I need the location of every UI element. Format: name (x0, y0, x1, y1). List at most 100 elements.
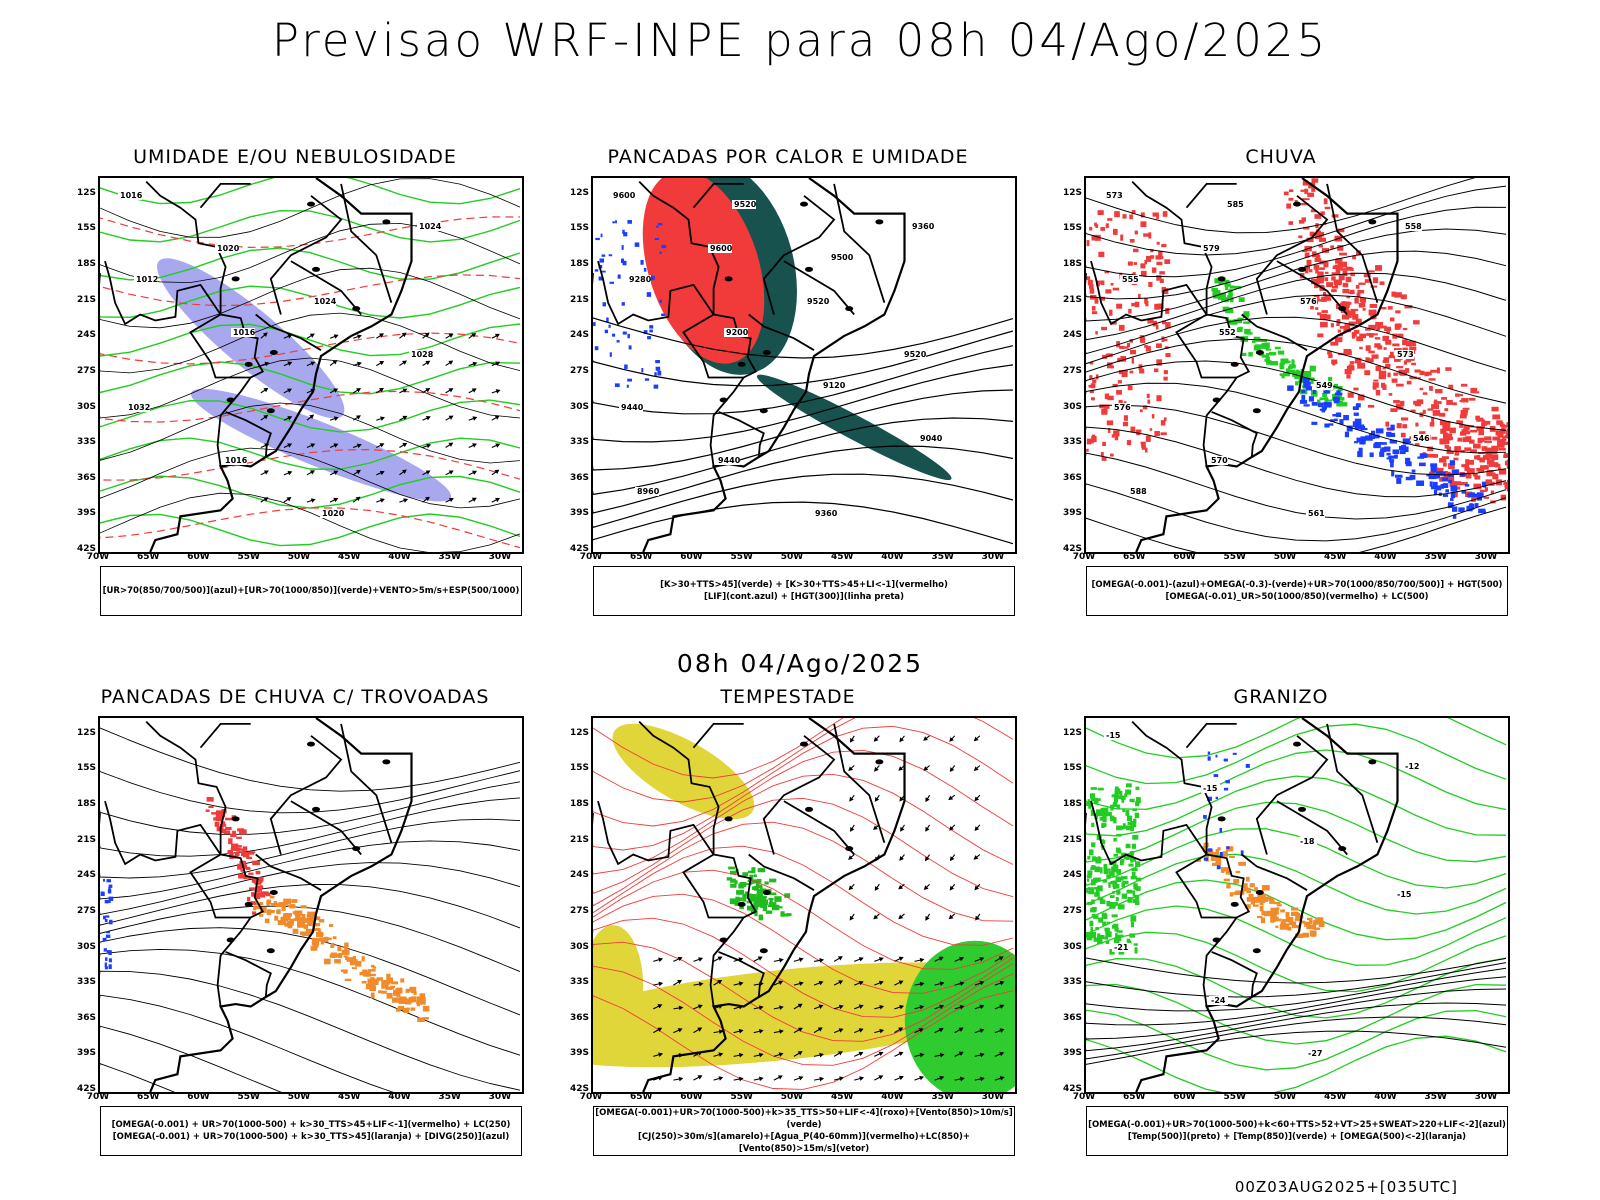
legend-line: [Temp(500)](preto) + [Temp(850)](verde) … (1127, 1132, 1467, 1142)
legend-line: [OMEGA(-0.001) + UR>70(1000-500) + k>30_… (112, 1132, 510, 1142)
map-borders (593, 718, 906, 1092)
map-frame: 1016 1020 1024 1028 1032 1016 1020 1024 1012 1016 (98, 176, 524, 554)
svg-text:-18: -18 (1300, 837, 1315, 846)
lon-label: 55W (237, 1092, 260, 1102)
lat-label: 27S (569, 905, 589, 916)
svg-text:570: 570 (1211, 456, 1228, 465)
lat-label: 18S (1062, 259, 1082, 270)
lon-label: 45W (1323, 552, 1347, 562)
lon-label: 30W (981, 1092, 1005, 1102)
lat-label: 12S (1062, 727, 1082, 738)
svg-text:-15: -15 (1203, 784, 1218, 793)
lon-label: 60W (1173, 552, 1196, 562)
contour-labels: 9600 9600 9520 9520 9440 9440 9360 9360 9280 9200… (611, 191, 943, 518)
svg-text:1032: 1032 (128, 403, 150, 412)
lon-label: 60W (680, 1092, 703, 1102)
lat-label: 39S (76, 508, 96, 519)
svg-text:588: 588 (1130, 487, 1147, 496)
map-tempestade (593, 718, 1015, 1092)
svg-text:579: 579 (1203, 244, 1220, 253)
lon-label: 65W (1123, 552, 1146, 562)
lat-label: 39S (569, 508, 589, 519)
panel-granizo: GRANIZO -15 -15 -18 -15 -21 -24 -27 -12 12S 15S 18S… (1046, 686, 1516, 1186)
lat-label: 42S (1062, 1084, 1082, 1094)
map-trovoadas (100, 718, 521, 1092)
svg-text:-15: -15 (1397, 890, 1412, 899)
svg-text:9600: 9600 (613, 191, 636, 200)
svg-text:9200: 9200 (726, 328, 749, 337)
lat-label: 21S (76, 294, 96, 305)
mid-title: 08h 04/Ago/2025 (676, 649, 924, 678)
map-frame: 9600 9600 9520 9520 9440 9440 9360 9360 9280 9200… (591, 176, 1017, 554)
svg-text:-21: -21 (1114, 943, 1129, 952)
streamlines-250 (100, 727, 521, 1092)
lat-label: 15S (1062, 223, 1082, 234)
lat-label: 24S (569, 330, 589, 341)
svg-text:585: 585 (1227, 200, 1244, 209)
svg-text:558: 558 (1405, 222, 1422, 231)
lat-label: 12S (76, 727, 96, 738)
lon-label: 50W (1273, 1092, 1297, 1102)
rain-red-west (1086, 210, 1171, 461)
lon-label: 45W (830, 1092, 854, 1102)
lat-label: 42S (76, 1084, 96, 1094)
humidity-band-blue (157, 258, 345, 419)
svg-text:1020: 1020 (322, 509, 345, 518)
panel-umidade: UMIDADE E/OU NEBULOSIDADE 1016 1020 1024 102… (60, 146, 530, 646)
lon-label: 40W (388, 1092, 411, 1102)
legend-line: [OMEGA(-0.001)-(azul)+OMEGA(-0.3)-(verde… (1091, 580, 1503, 590)
lon-label: 30W (981, 552, 1005, 562)
map-borders (593, 178, 906, 552)
legend-box: [OMEGA(-0.001)+UR>70(1000-500)+k<60+TTS>… (1086, 1106, 1508, 1156)
lon-label: 55W (1223, 552, 1246, 562)
map-frame (98, 716, 524, 1094)
lon-label: 65W (137, 552, 160, 562)
svg-text:555: 555 (1122, 275, 1139, 284)
map-chuva: 573 579 576 573 576 570 561 558 555 552 549 546 588 5… (1086, 178, 1508, 552)
legend-line: [CJ(250)>30m/s](amarelo)+[Agua_P(40-60mm… (637, 1132, 971, 1154)
lon-label: 50W (780, 1092, 804, 1102)
lon-label: 65W (630, 1092, 653, 1102)
lon-axis: 70W 65W 60W 55W 50W 45W 40W 35W 30W (1073, 552, 1510, 566)
divergence-blue (100, 878, 114, 970)
lon-label: 50W (287, 552, 311, 562)
lat-label: 36S (1062, 1012, 1082, 1023)
jet-yellow-north (612, 723, 755, 820)
omega-orange (1196, 842, 1325, 939)
lat-label: 21S (1062, 294, 1082, 305)
lakes (226, 741, 391, 954)
temp500-contours (1086, 957, 1507, 1065)
svg-text:1012: 1012 (136, 275, 158, 284)
lat-label: 42S (569, 544, 589, 554)
svg-text:573: 573 (1106, 191, 1123, 200)
map-frame: 573 579 576 573 576 570 561 558 555 552 549 546 588 5… (1084, 176, 1510, 554)
lon-axis: 70W 65W 60W 55W 50W 45W 40W 35W 30W (87, 1092, 524, 1106)
svg-text:-24: -24 (1211, 996, 1226, 1005)
lat-label: 15S (76, 223, 96, 234)
lat-label: 24S (1062, 870, 1082, 881)
lon-label: 55W (730, 552, 753, 562)
svg-text:9500: 9500 (831, 253, 854, 262)
svg-text:-12: -12 (1405, 762, 1419, 771)
map-frame: -15 -15 -18 -15 -21 -24 -27 -12 (1084, 716, 1510, 1094)
lat-label: 30S (569, 941, 589, 952)
lat-label: 33S (1062, 977, 1082, 988)
lat-label: 12S (1062, 187, 1082, 198)
lon-label: 45W (337, 552, 361, 562)
svg-text:-27: -27 (1308, 1049, 1322, 1058)
lat-label: 24S (569, 870, 589, 881)
legend-line: [OMEGA(-0.001)+UR>70(1000-500)+k<60+TTS>… (1088, 1120, 1506, 1130)
lon-label: 40W (881, 1092, 904, 1102)
lat-label: 24S (76, 870, 96, 881)
lat-label: 27S (76, 905, 96, 916)
legend-box: [OMEGA(-0.001)+UR>70(1000-500)+k>35_TTS>… (593, 1106, 1015, 1156)
lat-label: 39S (76, 1048, 96, 1059)
svg-text:9520: 9520 (734, 200, 757, 209)
svg-text:9440: 9440 (718, 456, 741, 465)
svg-text:1024: 1024 (314, 297, 337, 306)
lon-label: 30W (1474, 1092, 1498, 1102)
lat-label: 27S (569, 365, 589, 376)
lat-label: 18S (76, 259, 96, 270)
lat-label: 36S (76, 1012, 96, 1023)
svg-text:1016: 1016 (233, 328, 256, 337)
